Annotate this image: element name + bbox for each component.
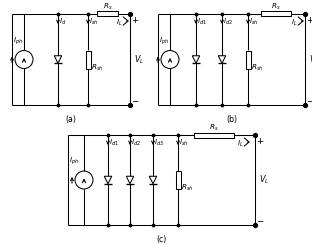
Text: $I_{d2}$: $I_{d2}$ bbox=[131, 138, 141, 148]
Text: $R_{sh}$: $R_{sh}$ bbox=[251, 62, 264, 73]
Text: $I_{d1}$: $I_{d1}$ bbox=[197, 17, 207, 27]
Text: $I_{ph}$: $I_{ph}$ bbox=[159, 35, 169, 47]
Text: $I_L$: $I_L$ bbox=[291, 18, 298, 28]
Bar bbox=[194, 133, 234, 137]
Text: $-$: $-$ bbox=[256, 215, 264, 224]
Text: $V_L$: $V_L$ bbox=[309, 53, 312, 66]
Text: $I_{d1}$: $I_{d1}$ bbox=[109, 138, 119, 148]
Text: $I_L$: $I_L$ bbox=[237, 139, 244, 149]
Polygon shape bbox=[192, 56, 200, 63]
Bar bbox=[97, 12, 118, 16]
Text: $-$: $-$ bbox=[131, 95, 139, 104]
Text: (a): (a) bbox=[66, 115, 76, 124]
Text: $I_{d2}$: $I_{d2}$ bbox=[223, 17, 233, 27]
Polygon shape bbox=[149, 176, 157, 184]
Text: $I_d$: $I_d$ bbox=[59, 17, 66, 27]
Bar bbox=[261, 12, 291, 16]
Text: $R_s$: $R_s$ bbox=[209, 123, 219, 133]
Text: (c): (c) bbox=[156, 235, 167, 244]
Polygon shape bbox=[126, 176, 134, 184]
Polygon shape bbox=[104, 176, 112, 184]
Text: $R_{sh}$: $R_{sh}$ bbox=[181, 183, 193, 193]
Polygon shape bbox=[218, 56, 226, 63]
Text: $I_{d3}$: $I_{d3}$ bbox=[154, 138, 164, 148]
Bar bbox=[85, 50, 90, 69]
Polygon shape bbox=[54, 56, 62, 63]
Text: $I_{ph}$: $I_{ph}$ bbox=[13, 35, 23, 47]
Text: $V_L$: $V_L$ bbox=[259, 174, 269, 186]
Text: $I_{sh}$: $I_{sh}$ bbox=[89, 17, 99, 27]
Text: $I_{sh}$: $I_{sh}$ bbox=[249, 17, 259, 27]
Text: (b): (b) bbox=[226, 115, 237, 124]
Text: $R_{sh}$: $R_{sh}$ bbox=[91, 62, 104, 73]
Bar bbox=[246, 50, 251, 69]
Text: $I_{ph}$: $I_{ph}$ bbox=[69, 156, 79, 167]
Text: +: + bbox=[256, 137, 263, 146]
Text: $-$: $-$ bbox=[306, 95, 312, 104]
Text: +: + bbox=[131, 16, 138, 25]
Text: $I_L$: $I_L$ bbox=[116, 18, 123, 28]
Text: $V_L$: $V_L$ bbox=[134, 53, 144, 66]
Text: $R_s$: $R_s$ bbox=[103, 2, 112, 12]
Text: +: + bbox=[306, 16, 312, 25]
Bar bbox=[175, 171, 181, 189]
Text: $R_s$: $R_s$ bbox=[271, 2, 281, 12]
Text: $I_{sh}$: $I_{sh}$ bbox=[179, 138, 189, 148]
